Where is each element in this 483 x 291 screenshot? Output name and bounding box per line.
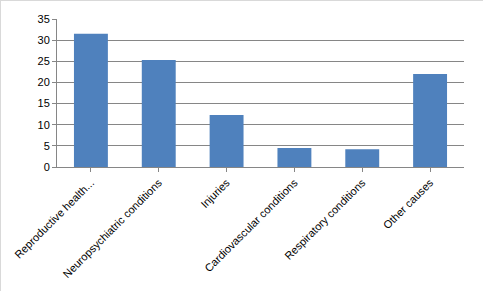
svg-text:0: 0	[44, 161, 50, 173]
svg-text:Neuropsychiatric conditions: Neuropsychiatric conditions	[60, 176, 164, 280]
svg-text:Reproductive health...: Reproductive health...	[12, 177, 96, 261]
svg-text:20: 20	[38, 76, 50, 88]
svg-text:25: 25	[38, 55, 50, 67]
svg-text:Respiratory conditions: Respiratory conditions	[282, 176, 368, 262]
svg-text:35: 35	[38, 13, 50, 25]
svg-text:5: 5	[44, 140, 50, 152]
svg-text:Other causes: Other causes	[381, 176, 436, 231]
svg-text:Injuries: Injuries	[198, 176, 232, 210]
svg-text:Cardiovascular conditions: Cardiovascular conditions	[202, 176, 300, 274]
svg-text:10: 10	[38, 119, 50, 131]
svg-text:15: 15	[38, 97, 50, 109]
svg-text:30: 30	[38, 34, 50, 46]
